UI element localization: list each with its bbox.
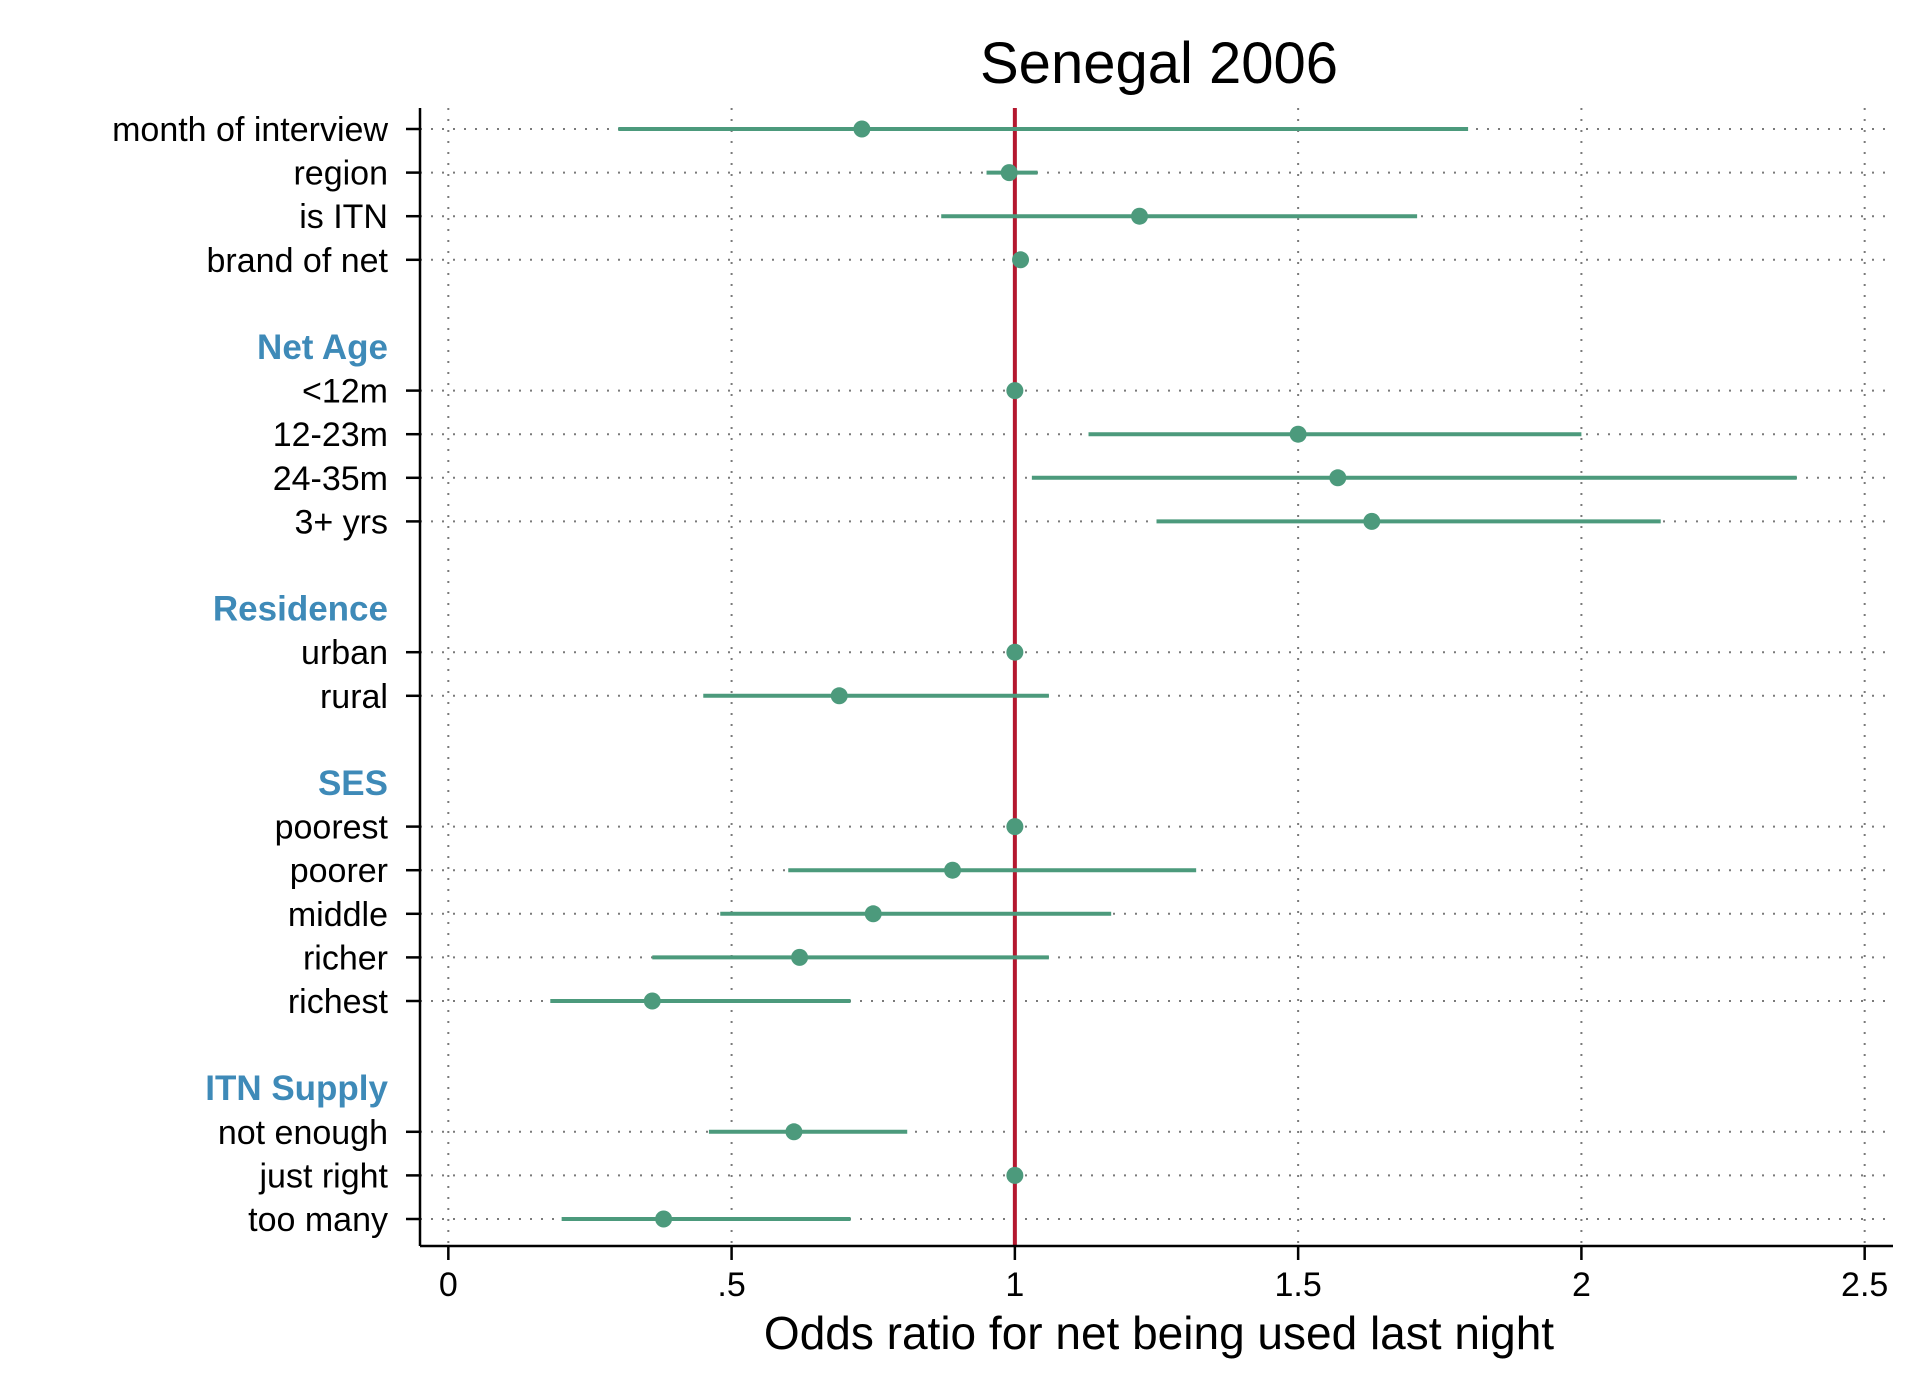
estimate-marker [643,992,661,1010]
row-label: just right [259,1157,389,1195]
x-tick-label: 2.5 [1841,1266,1888,1304]
row-label: 3+ yrs [294,503,388,541]
chart-title: Senegal 2006 [980,31,1338,96]
x-tick-label: 1.5 [1275,1266,1322,1304]
row-label: <12m [302,373,388,411]
estimate-marker [944,861,962,879]
x-axis-title: Odds ratio for net being used last night [764,1307,1554,1359]
group-label: Net Age [257,328,388,367]
estimate-marker [853,120,871,138]
axis-layer: 0 .5 1 1.5 2 2.5 [406,108,1893,1304]
estimate-marker [1000,164,1018,182]
x-tick-label: .5 [717,1266,745,1304]
row-label: brand of net [207,242,389,280]
row-label: 24-35m [273,460,388,498]
estimate-marker [1006,818,1024,836]
x-tick-label: 2 [1572,1266,1591,1304]
row-label: urban [301,634,388,672]
row-label: 12-23m [273,416,388,454]
x-tick-label: 0 [439,1266,458,1304]
row-label: region [293,155,388,193]
estimate-marker [1289,425,1307,443]
row-label: too many [248,1201,388,1239]
group-label: SES [318,764,388,803]
row-label: is ITN [299,198,388,236]
group-label: ITN Supply [205,1069,388,1108]
data-layer [550,120,1797,1228]
estimate-marker [1006,1166,1024,1184]
estimate-marker [1131,207,1149,225]
estimate-marker [1006,382,1024,400]
estimate-marker [864,905,882,923]
estimate-marker [1012,251,1030,269]
row-label: rural [320,678,388,716]
row-label: not enough [218,1114,388,1152]
estimate-marker [1329,469,1347,487]
estimate-marker [1363,512,1381,530]
group-label: Residence [213,590,388,629]
estimate-marker [791,948,809,966]
row-label: poorest [275,809,389,847]
row-label: poorer [290,852,388,890]
estimate-marker [1006,643,1024,661]
estimate-marker [655,1210,673,1228]
row-label: middle [288,896,388,934]
row-label: richer [303,939,388,977]
estimate-marker [785,1123,803,1141]
row-label: richest [288,983,389,1021]
estimate-marker [830,687,848,705]
x-tick-label: 1 [1005,1266,1024,1304]
row-label: month of interview [112,111,388,149]
label-layer: month of interview region is ITN brand of n… [112,111,388,1239]
grid-layer [420,108,1893,1246]
